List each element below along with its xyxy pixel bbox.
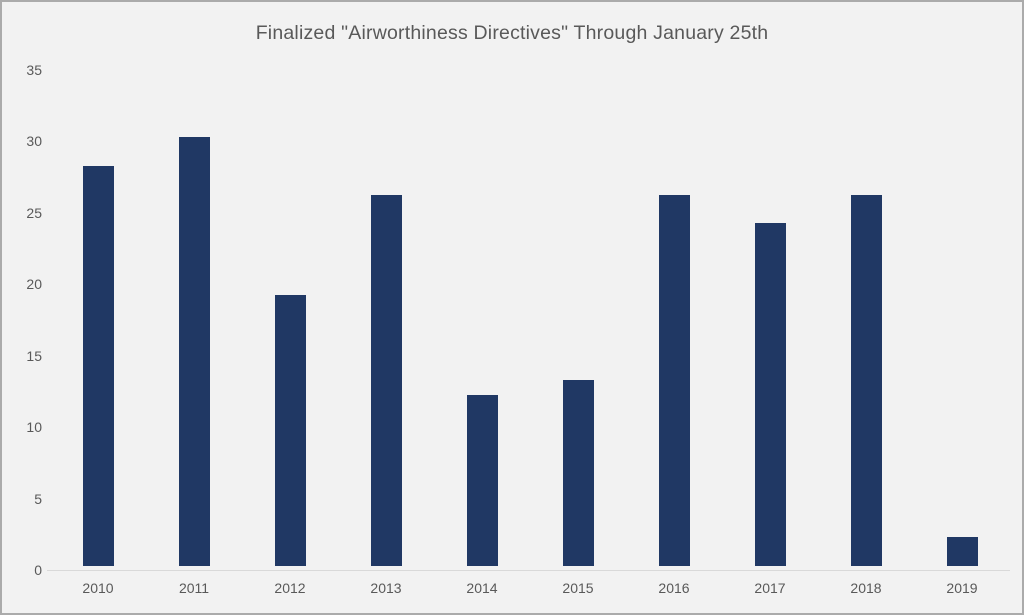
bar-column [818, 194, 914, 566]
x-tick-label: 2017 [754, 580, 786, 596]
bar-column [434, 394, 530, 566]
bar [658, 194, 690, 566]
y-tick-label: 15 [26, 347, 42, 364]
bar-column [50, 166, 146, 566]
x-tick-label: 2013 [370, 580, 402, 596]
bar [274, 294, 306, 566]
x-tick-label: 2014 [466, 580, 498, 596]
bar [178, 137, 210, 566]
bar-column [242, 294, 338, 566]
y-tick-label: 35 [26, 62, 42, 78]
x-tick-label: 2019 [946, 580, 978, 596]
bar-column [722, 223, 818, 566]
bar-column [914, 537, 1010, 566]
bar [850, 194, 882, 566]
bar [946, 537, 978, 566]
bar-column [146, 137, 242, 566]
y-tick-label: 30 [26, 133, 42, 150]
x-tick-label: 2010 [82, 580, 114, 596]
y-tick-label: 20 [26, 276, 42, 293]
x-axis-line [47, 570, 1010, 571]
bar-column [530, 380, 626, 566]
y-tick-label: 10 [26, 419, 42, 436]
y-tick-label: 5 [34, 490, 42, 507]
x-tick-label: 2011 [178, 580, 210, 596]
bar [754, 223, 786, 566]
bar-column [338, 194, 434, 566]
chart-title: Finalized "Airworthiness Directives" Thr… [255, 22, 769, 44]
x-tick-label: 2018 [850, 580, 882, 596]
bar [562, 380, 594, 566]
y-tick-label: 25 [26, 204, 42, 221]
bar [370, 194, 402, 566]
x-tick-label: 2012 [274, 580, 306, 596]
bar [466, 394, 498, 566]
bar [82, 166, 114, 566]
bar-column [626, 194, 722, 566]
x-tick-label: 2016 [658, 580, 690, 596]
x-tick-label: 2015 [562, 580, 594, 596]
y-tick-label: 0 [34, 562, 42, 578]
